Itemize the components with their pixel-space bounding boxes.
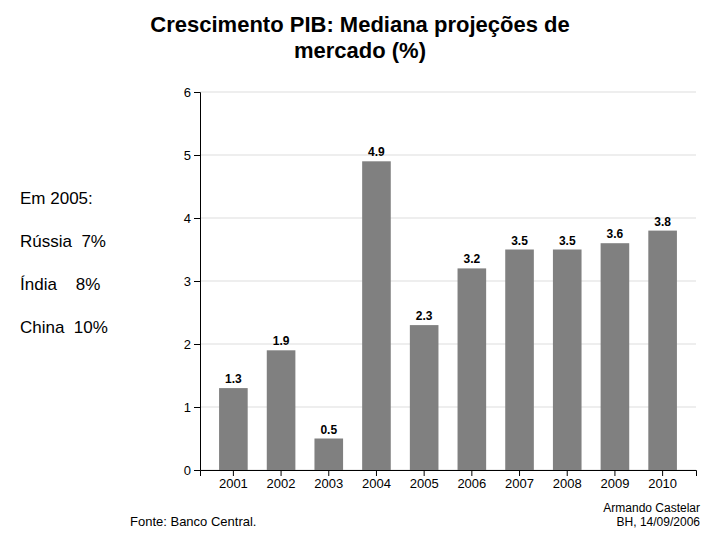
x-tick-label: 2004	[362, 476, 391, 491]
y-axis-line	[194, 93, 201, 471]
data-label: 3.5	[511, 234, 528, 248]
y-tick: 0	[184, 463, 200, 478]
y-tick-label: 0	[184, 463, 191, 478]
y-tick-mark	[194, 155, 200, 156]
title-line: Crescimento PIB: Mediana projeções de	[150, 12, 569, 37]
x-tick-label: 2003	[314, 476, 343, 491]
x-tick-label: 2008	[553, 476, 582, 491]
x-tick-mark	[424, 470, 425, 476]
source: Fonte: Banco Central.	[130, 514, 256, 529]
x-tick: 2009	[600, 470, 629, 491]
grid-line	[200, 218, 696, 219]
bar	[314, 439, 343, 471]
x-tick-label: 2007	[505, 476, 534, 491]
bar	[648, 231, 677, 470]
title: Crescimento PIB: Mediana projeções demer…	[150, 12, 569, 63]
y-tick: 1	[184, 400, 200, 415]
x-tick: 2002	[267, 470, 296, 491]
data-label: 1.9	[273, 334, 290, 348]
y-tick-label: 3	[184, 274, 191, 289]
data-label: 3.2	[464, 252, 481, 266]
y-tick-label: 5	[184, 148, 191, 163]
data-label: 4.9	[368, 145, 385, 159]
side-annotations: Em 2005: Rússia 7% Índia 8% China 10%	[20, 189, 108, 337]
credit-line: Armando Castelar	[603, 501, 700, 515]
x-tick-label: 2009	[600, 476, 629, 491]
x-tick-mark	[233, 470, 234, 476]
x-tick-mark	[519, 470, 520, 476]
x-axis-line	[201, 471, 697, 477]
y-tick-mark	[194, 407, 200, 408]
x-tick-mark	[328, 470, 329, 476]
x-tick: 2008	[553, 470, 582, 491]
x-tick: 2005	[410, 470, 439, 491]
y-tick: 5	[184, 148, 200, 163]
x-tick: 2007	[505, 470, 534, 491]
x-tick-mark	[376, 470, 377, 476]
x-tick-mark	[614, 470, 615, 476]
annotation: Rússia 7%	[20, 232, 106, 251]
chart: Crescimento PIB: Mediana projeções demer…	[0, 0, 720, 540]
y-tick: 4	[184, 211, 200, 226]
y-tick-mark	[194, 281, 200, 282]
y-tick-mark	[194, 344, 200, 345]
y-tick-label: 6	[184, 85, 191, 100]
bar	[362, 161, 391, 470]
data-label: 2.3	[416, 309, 433, 323]
y-axis: 0 1 2 3 4 5 6	[184, 85, 201, 478]
y-tick-label: 4	[184, 211, 191, 226]
y-tick-mark	[194, 92, 200, 93]
bar	[458, 268, 487, 470]
y-tick-label: 2	[184, 337, 191, 352]
y-tick-mark	[194, 218, 200, 219]
bar	[410, 325, 439, 470]
x-tick-mark	[471, 470, 472, 476]
grid	[200, 92, 696, 470]
y-tick: 3	[184, 274, 200, 289]
annotation: Em 2005:	[20, 189, 93, 208]
bar	[505, 250, 534, 471]
annotation: China 10%	[20, 318, 108, 337]
x-tick: 2003	[314, 470, 343, 491]
bars	[219, 161, 677, 470]
x-tick-label: 2006	[457, 476, 486, 491]
data-label: 3.6	[607, 227, 624, 241]
x-tick-mark	[281, 470, 282, 476]
grid-line	[200, 92, 696, 93]
x-tick: 2004	[362, 470, 391, 491]
credit: Armando CastelarBH, 14/09/2006	[603, 501, 700, 529]
bar	[553, 250, 582, 471]
x-tick: 2010	[648, 470, 677, 491]
x-tick: 2001	[219, 470, 248, 491]
x-tick: 2006	[457, 470, 486, 491]
credit-line: BH, 14/09/2006	[617, 515, 701, 529]
x-axis: 2001 2002 2003 2004 2005 2006 2007 2008 2009 2010	[201, 470, 697, 491]
data-label: 0.5	[320, 423, 337, 437]
y-tick: 2	[184, 337, 200, 352]
y-tick-label: 1	[184, 400, 191, 415]
y-tick-mark	[194, 470, 200, 471]
bar	[267, 350, 296, 470]
data-label: 3.8	[654, 215, 671, 229]
grid-line	[200, 155, 696, 156]
title-line: mercado (%)	[294, 38, 426, 63]
bar	[219, 388, 248, 470]
data-label: 1.3	[225, 372, 242, 386]
x-tick-label: 2010	[648, 476, 677, 491]
x-tick-label: 2005	[410, 476, 439, 491]
data-label: 3.5	[559, 234, 576, 248]
y-tick: 6	[184, 85, 200, 100]
x-tick-mark	[662, 470, 663, 476]
annotation: Índia 8%	[20, 275, 100, 294]
x-tick-label: 2002	[267, 476, 296, 491]
data-labels: 1.3 1.9 0.5 4.9 2.3 3.2 3.5 3.5 3.6 3.8	[225, 145, 671, 436]
bar	[601, 243, 630, 470]
plot: 2001200220032004200520062007200820092010…	[184, 85, 697, 492]
x-tick-label: 2001	[219, 476, 248, 491]
x-tick-mark	[567, 470, 568, 476]
